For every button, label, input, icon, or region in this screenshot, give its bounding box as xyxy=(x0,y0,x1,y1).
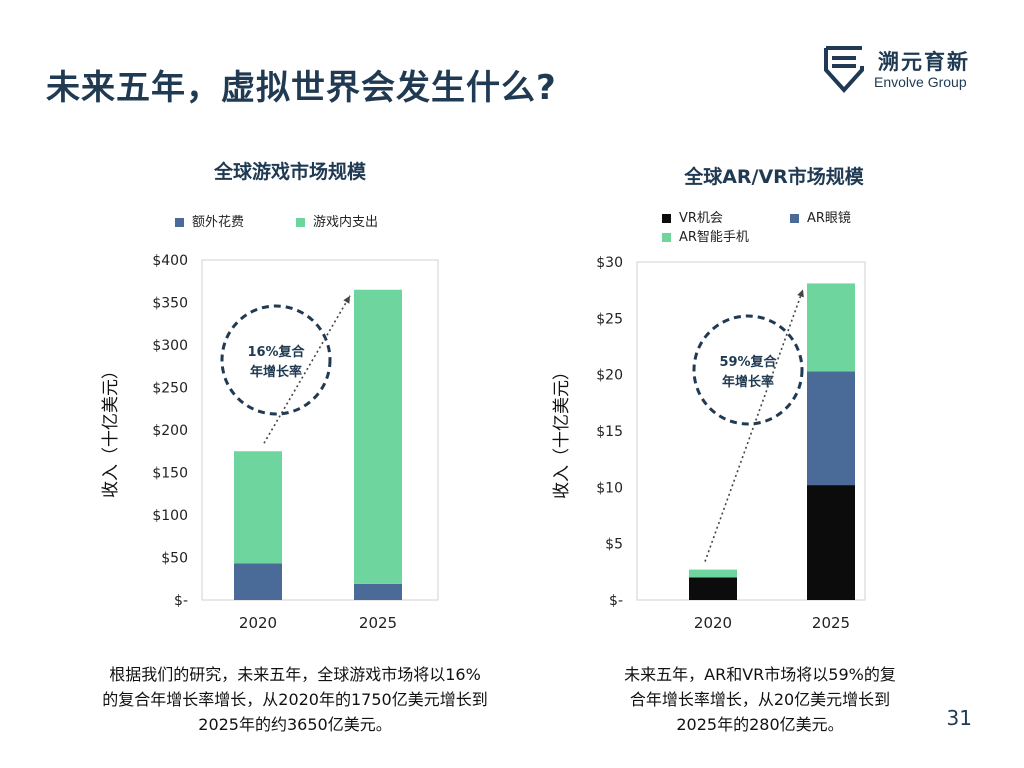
y-tick-label: $5 xyxy=(605,537,623,553)
bar-segment xyxy=(234,563,282,600)
y-tick-label: $- xyxy=(609,593,623,609)
chart-title-left: 全球游戏市场规模 xyxy=(213,161,366,183)
y-tick-label: $30 xyxy=(596,255,623,271)
y-tick-label: $- xyxy=(174,593,188,609)
caption-line: 的复合年增长率增长，从2020年的1750亿美元增长到 xyxy=(102,690,488,709)
y-tick-label: $50 xyxy=(161,551,188,567)
legend-label: AR智能手机 xyxy=(679,230,749,245)
y-tick-label: $10 xyxy=(596,480,623,496)
legend-label: 游戏内支出 xyxy=(313,215,379,230)
caption-line: 2025年的280亿美元。 xyxy=(676,715,844,734)
bar-segment xyxy=(354,583,402,600)
growth-arrow xyxy=(263,295,351,444)
y-tick-label: $350 xyxy=(152,296,188,312)
legend-label: VR机会 xyxy=(679,211,723,226)
bar-segment xyxy=(354,289,402,584)
bar-segment xyxy=(689,569,737,578)
page-title: 未来五年，虚拟世界会发生什么? xyxy=(46,68,557,108)
arvr-market-chart: $- $5 $10 $15 $20 $25 $30 收入（十亿美元） 2020 2025 59%复合… xyxy=(552,255,866,632)
cagr-label: 16%复合 xyxy=(247,344,305,360)
game-market-chart: $- $50 $100 $150 $200 $250 $300 $350 $400 收入（十亿美元… xyxy=(101,253,439,632)
cagr-label: 年增长率 xyxy=(722,374,774,390)
y-tick-label: $200 xyxy=(152,423,188,439)
plot-frame xyxy=(636,261,866,601)
bar-segment xyxy=(234,451,282,564)
caption-left: 根据我们的研究，未来五年，全球游戏市场将以16% 的复合年增长率增长，从2020… xyxy=(60,662,530,737)
caption-right: 未来五年，AR和VR市场将以59%的复 合年增长率增长，从20亿美元增长到 20… xyxy=(600,662,920,737)
caption-line: 2025年的约3650亿美元。 xyxy=(198,715,392,734)
logo-icon xyxy=(824,46,864,93)
x-tick-label: 2025 xyxy=(359,614,397,632)
legend-label: AR眼镜 xyxy=(807,211,851,226)
brand-logo: 溯元育新 Envolve Group xyxy=(822,44,982,96)
legend-item: 游戏内支出 xyxy=(296,211,378,230)
y-tick-label: $300 xyxy=(152,338,188,354)
y-tick-label: $150 xyxy=(152,466,188,482)
legend-item: AR眼镜 xyxy=(790,207,851,226)
plot-frame xyxy=(201,259,439,601)
legend-item: VR机会 xyxy=(662,207,723,226)
growth-arrow xyxy=(704,289,804,562)
arrow-head xyxy=(343,295,350,304)
cagr-label: 59%复合 xyxy=(719,354,777,370)
arrow-head xyxy=(797,289,804,298)
legend-swatch xyxy=(296,218,305,227)
y-tick-label: $400 xyxy=(152,253,188,269)
chart-title-right: 全球AR/VR市场规模 xyxy=(684,166,864,188)
y-axis-label: 收入（十亿美元） xyxy=(101,362,121,498)
legend-item: 额外花费 xyxy=(175,211,244,230)
y-tick-label: $100 xyxy=(152,508,188,524)
y-axis-label: 收入（十亿美元） xyxy=(552,363,572,499)
x-tick-label: 2020 xyxy=(239,614,277,632)
legend-swatch xyxy=(790,214,799,223)
cagr-circle xyxy=(220,304,332,416)
caption-line: 未来五年，AR和VR市场将以59%的复 xyxy=(624,665,896,684)
bar-segment xyxy=(689,577,737,600)
page-number: 31 xyxy=(946,706,972,730)
logo-name-en: Envolve Group xyxy=(874,74,967,90)
legend-swatch xyxy=(662,214,671,223)
y-tick-label: $15 xyxy=(596,424,623,440)
caption-line: 根据我们的研究，未来五年，全球游戏市场将以16% xyxy=(109,665,481,684)
cagr-circle xyxy=(692,314,804,426)
bar-segment xyxy=(807,485,855,600)
legend-item: AR智能手机 xyxy=(662,226,749,245)
y-tick-label: $250 xyxy=(152,381,188,397)
y-tick-label: $25 xyxy=(596,311,623,327)
cagr-label: 年增长率 xyxy=(250,364,302,380)
legend-swatch xyxy=(662,233,671,242)
legend-swatch xyxy=(175,218,184,227)
legend-label: 额外花费 xyxy=(192,215,245,230)
x-tick-label: 2025 xyxy=(812,614,850,632)
y-tick-label: $20 xyxy=(596,368,623,384)
bar-segment xyxy=(807,283,855,372)
bar-segment xyxy=(807,371,855,486)
logo-name-cn: 溯元育新 xyxy=(878,50,970,74)
caption-line: 合年增长率增长，从20亿美元增长到 xyxy=(629,690,891,709)
x-tick-label: 2020 xyxy=(694,614,732,632)
